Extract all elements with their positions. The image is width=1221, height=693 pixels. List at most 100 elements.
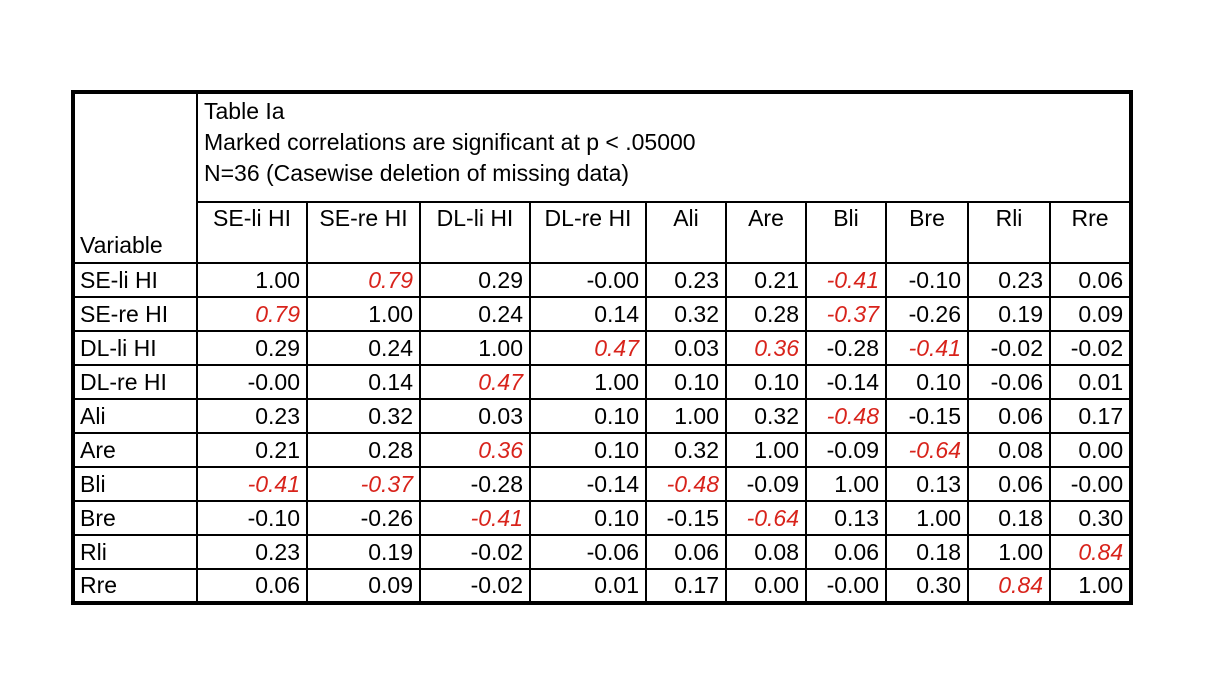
correlation-cell: -0.14 [805, 364, 887, 400]
table-row-rli: Rli 0.23 0.19 -0.02 -0.06 0.06 0.08 0.06 0.18 1.0… [72, 534, 1133, 570]
correlation-cell: 0.36 [419, 432, 531, 468]
row-label-se-re-hi: SE-re HI [72, 296, 198, 332]
significance-note: Marked correlations are significant at p… [204, 129, 696, 155]
column-header-se-li-hi: SE-li HI [196, 201, 308, 264]
correlation-cell: -0.41 [196, 466, 308, 502]
column-header-ali: Ali [645, 201, 727, 264]
correlation-cell: 0.10 [885, 364, 969, 400]
correlation-cell: -0.10 [196, 500, 308, 536]
correlation-cell: 1.00 [645, 398, 727, 434]
correlation-cell: -0.02 [967, 330, 1051, 366]
correlation-cell: 1.00 [196, 262, 308, 298]
correlation-cell: 0.00 [725, 568, 807, 604]
column-header-rre: Rre [1048, 201, 1133, 264]
correlation-cell: 1.00 [725, 432, 807, 468]
correlation-cell: 0.24 [306, 330, 421, 366]
correlation-cell: 0.13 [885, 466, 969, 502]
correlation-cell: -0.37 [805, 296, 887, 332]
correlation-cell: -0.26 [306, 500, 421, 536]
correlation-cell: -0.41 [885, 330, 969, 366]
correlation-cell: 1.00 [805, 466, 887, 502]
correlation-cell: -0.10 [885, 262, 969, 298]
correlation-cell: 0.13 [805, 500, 887, 536]
correlation-cell: 0.09 [306, 568, 421, 604]
correlation-cell: -0.37 [306, 466, 421, 502]
column-header-dl-re-hi: DL-re HI [529, 201, 647, 264]
correlation-cell: 0.47 [419, 364, 531, 400]
correlation-cell: -0.00 [529, 262, 647, 298]
correlation-cell: 0.14 [529, 296, 647, 332]
correlation-cell: -0.64 [885, 432, 969, 468]
correlation-cell: -0.00 [805, 568, 887, 604]
correlation-cell: 1.00 [529, 364, 647, 400]
correlation-cell: 0.79 [306, 262, 421, 298]
correlation-cell: -0.28 [419, 466, 531, 502]
column-header-dl-li-hi: DL-li HI [419, 201, 531, 264]
table-body: SE-li HI 1.00 0.79 0.29 -0.00 0.23 0.21 -0.41 -0… [72, 262, 1133, 604]
correlation-cell: 1.00 [885, 500, 969, 536]
correlation-cell: 0.24 [419, 296, 531, 332]
correlation-cell: 0.32 [645, 432, 727, 468]
table-row-se-re-hi: SE-re HI 0.79 1.00 0.24 0.14 0.32 0.28 -0.37 -0.… [72, 296, 1133, 332]
correlation-cell: 0.28 [725, 296, 807, 332]
correlation-cell: 0.18 [967, 500, 1051, 536]
correlation-cell: 0.06 [645, 534, 727, 570]
correlation-cell: -0.06 [967, 364, 1051, 400]
row-label-bli: Bli [72, 466, 198, 502]
column-header-bli: Bli [805, 201, 887, 264]
correlation-cell: 0.10 [529, 432, 647, 468]
table-row-bre: Bre -0.10 -0.26 -0.41 0.10 -0.15 -0.64 0.13 1.00… [72, 500, 1133, 536]
correlation-cell: -0.00 [196, 364, 308, 400]
table-row-ali: Ali 0.23 0.32 0.03 0.10 1.00 0.32 -0.48 -0.15 0.0… [72, 398, 1133, 434]
correlation-cell: 1.00 [306, 296, 421, 332]
correlation-cell: 0.06 [967, 398, 1051, 434]
correlation-cell: -0.06 [529, 534, 647, 570]
row-label-rre: Rre [72, 568, 198, 604]
correlation-cell: 0.29 [196, 330, 308, 366]
sample-size-note: N=36 (Casewise deletion of missing data) [204, 160, 630, 186]
table-title: Table Ia [204, 98, 285, 124]
correlation-cell: 0.23 [967, 262, 1051, 298]
row-label-are: Are [72, 432, 198, 468]
row-label-bre: Bre [72, 500, 198, 536]
table-row-are: Are 0.21 0.28 0.36 0.10 0.32 1.00 -0.09 -0.64 0.0… [72, 432, 1133, 468]
correlation-cell: 0.14 [306, 364, 421, 400]
correlation-cell: 0.23 [196, 398, 308, 434]
correlation-cell: 0.79 [196, 296, 308, 332]
column-header-row: SE-li HI SE-re HI DL-li HI DL-re HI Ali Are Bl… [73, 201, 1133, 264]
correlation-cell: 1.00 [967, 534, 1051, 570]
correlation-cell: 0.08 [725, 534, 807, 570]
correlation-cell: -0.09 [805, 432, 887, 468]
row-label-se-li-hi: SE-li HI [72, 262, 198, 298]
table-header: Variable Table Ia Marked correlations ar… [72, 91, 1133, 264]
correlation-cell: 0.21 [196, 432, 308, 468]
correlation-cell: 0.47 [529, 330, 647, 366]
variable-header: Variable [72, 91, 198, 264]
correlation-cell: -0.26 [885, 296, 969, 332]
correlation-cell: 0.29 [419, 262, 531, 298]
correlation-cell: 0.06 [1048, 262, 1133, 298]
correlation-cell: -0.02 [1048, 330, 1133, 366]
correlation-cell: 0.32 [645, 296, 727, 332]
correlation-cell: 0.01 [1048, 364, 1133, 400]
correlation-cell: 0.30 [885, 568, 969, 604]
correlation-cell: 1.00 [419, 330, 531, 366]
correlation-cell: -0.14 [529, 466, 647, 502]
correlation-cell: 0.06 [196, 568, 308, 604]
correlation-cell: -0.09 [725, 466, 807, 502]
table-row-dl-li-hi: DL-li HI 0.29 0.24 1.00 0.47 0.03 0.36 -0.28 -0.… [72, 330, 1133, 366]
correlation-cell: 0.30 [1048, 500, 1133, 536]
correlation-cell: -0.02 [419, 568, 531, 604]
info-row: Variable Table Ia Marked correlations ar… [72, 91, 1133, 264]
correlation-cell: 0.01 [529, 568, 647, 604]
correlation-cell: 0.10 [529, 500, 647, 536]
row-label-dl-li-hi: DL-li HI [72, 330, 198, 366]
correlation-cell: 0.23 [196, 534, 308, 570]
correlation-cell: 0.00 [1048, 432, 1133, 468]
correlation-cell: 0.19 [967, 296, 1051, 332]
correlation-cell: -0.41 [805, 262, 887, 298]
correlation-cell: -0.48 [645, 466, 727, 502]
correlation-cell: 0.08 [967, 432, 1051, 468]
correlation-cell: -0.48 [805, 398, 887, 434]
